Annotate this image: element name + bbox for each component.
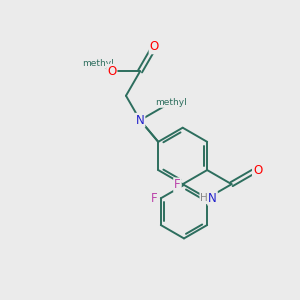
Text: F: F xyxy=(174,178,181,191)
Text: O: O xyxy=(253,164,262,177)
Text: O: O xyxy=(150,40,159,53)
Text: methyl: methyl xyxy=(155,98,187,107)
Text: F: F xyxy=(151,192,158,205)
Text: O: O xyxy=(107,65,116,78)
Text: N: N xyxy=(208,192,217,205)
Text: H: H xyxy=(200,193,208,203)
Text: N: N xyxy=(136,114,145,127)
Text: methyl: methyl xyxy=(82,59,114,68)
